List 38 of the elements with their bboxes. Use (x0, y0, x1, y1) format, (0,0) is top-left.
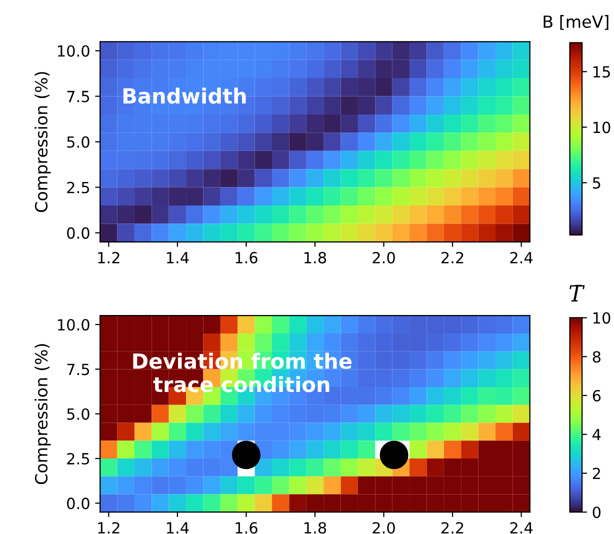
y-tick-label: 5.0 (67, 408, 90, 420)
x-tick-label: 1.6 (236, 522, 258, 534)
color-bar-label: 6 (592, 390, 601, 402)
annotation: Bandwidth (123, 88, 246, 104)
y-tick-label: 7.5 (67, 90, 90, 102)
x-tick-label: 2.4 (510, 522, 533, 534)
y-tick-label: 0.0 (67, 227, 90, 239)
y-tick-label: 10.0 (58, 318, 90, 331)
x-tick-label: 2.0 (372, 252, 395, 264)
color-bar-label: 2 (592, 468, 600, 480)
x-tick-label: 1.4 (166, 252, 189, 264)
color-bar-title: T̄ (570, 284, 585, 302)
y-tick-label: 7.5 (67, 364, 90, 376)
y-axis-title: Compression (%) (34, 72, 51, 212)
y-tick-label: 2.5 (67, 452, 90, 465)
x-tick-label: 1.4 (166, 522, 189, 534)
color-bar-label: 8 (592, 351, 600, 363)
color-bar-label: 10 (593, 122, 610, 134)
x-tick-label: 2.4 (510, 252, 533, 264)
x-tick-label: 1.2 (98, 522, 120, 534)
color-bar-label: 10 (593, 312, 610, 324)
y-tick-label: 5.0 (67, 136, 90, 148)
color-bar-label: 15 (593, 66, 610, 78)
color-bar-label: 5 (592, 177, 600, 189)
y-tick-label: 0.0 (67, 498, 90, 510)
y-tick-label: 10.0 (58, 45, 90, 57)
x-tick-label: 1.2 (98, 252, 120, 264)
x-tick-label: 1.6 (236, 252, 258, 264)
y-tick-label: 2.5 (67, 182, 90, 194)
color-bar-label: 4 (592, 429, 601, 440)
x-tick-label: 2.0 (372, 522, 395, 534)
color-bar-title: B [meV] (544, 15, 608, 30)
y-axis-title: Compression (%) (34, 344, 51, 484)
x-tick-label: 2.2 (441, 252, 464, 264)
x-tick-label: 1.8 (304, 522, 326, 534)
color-bar-label: 0 (592, 506, 600, 518)
x-tick-label: 2.2 (441, 522, 464, 534)
x-tick-label: 1.8 (304, 252, 326, 264)
